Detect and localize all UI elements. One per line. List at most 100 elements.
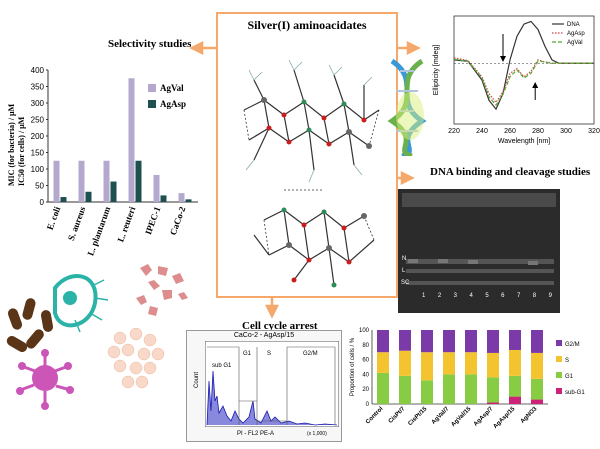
stack-segment-sub-G1: [531, 399, 543, 404]
stack-segment-G1: [421, 380, 433, 404]
histogram-xlabel: PI - FL2 PE-A: [237, 431, 275, 437]
y-tick-label: 200: [31, 132, 45, 141]
legend-label: AgVal: [567, 40, 583, 46]
x-tick-label: 300: [560, 128, 572, 135]
stack-segment-S: [443, 352, 455, 375]
legend-label: AgVal: [160, 83, 184, 93]
gel-label-l: L: [402, 268, 406, 274]
stack-segment-S: [531, 352, 543, 379]
stack-segment-S: [399, 350, 411, 376]
category-label: AgNO3: [520, 406, 539, 425]
stack-segment-G2/M: [377, 330, 389, 353]
category-label: AgVal/15: [450, 406, 472, 428]
stack-segment-sub-G1: [487, 402, 499, 404]
x-tick-label: 260: [504, 128, 516, 135]
y-tick-label: 300: [31, 99, 45, 108]
bar-AgVal: [78, 160, 85, 202]
stack-segment-G2/M: [531, 330, 543, 353]
y-axis-label: Ellipticity [mdeg]: [433, 45, 440, 96]
y-tick-label: 80: [362, 343, 369, 349]
bar-AgAsp: [185, 199, 192, 202]
category-label: AgVal/7: [431, 406, 451, 426]
category-label: S. aureus: [66, 205, 88, 242]
gel-label-sc: SC: [401, 280, 410, 286]
x-tick-label: 320: [588, 128, 600, 135]
gel-lane-label: 8: [532, 293, 537, 299]
flow-cytometry-panel: CaCo-2 - AgAsp/15 Count sub G1 G1 S G2/M…: [186, 330, 342, 442]
category-label: AgAsp/15: [493, 406, 517, 430]
bar-AgAsp: [60, 197, 67, 202]
dna-helix-icon: [387, 58, 427, 156]
stack-segment-G2/M: [487, 330, 499, 353]
gel-lane-label: 2: [437, 293, 442, 299]
bar-AgAsp: [160, 195, 167, 202]
histogram-title: CaCo-2 - AgAsp/15: [233, 332, 295, 339]
bar-AgVal: [153, 174, 160, 202]
stack-segment-S: [377, 352, 389, 373]
series-line-AgVal: [453, 58, 594, 107]
cellcycle-title: Cell cycle arrest: [242, 320, 318, 332]
category-label: Control: [365, 406, 385, 426]
gate-subg1: sub G1: [212, 363, 232, 369]
y-axis-label: Proportion of cells / %: [350, 337, 356, 396]
selectivity-title: Selectivity studies: [108, 38, 192, 50]
category-label: E. coli: [45, 205, 63, 231]
bar-AgVal: [103, 160, 110, 202]
bar-AgAsp: [135, 160, 142, 202]
dna-title: DNA binding and cleavage studies: [430, 166, 591, 178]
microbes-illustration: [6, 264, 188, 410]
legend-label: sub-G1: [565, 390, 585, 396]
legend-label: AgAsp: [160, 99, 186, 109]
stack-segment-G1: [399, 375, 411, 404]
gel-lane-label: 7: [516, 293, 521, 299]
stack-segment-G2/M: [465, 330, 477, 353]
category-label: CisPt/15: [407, 406, 428, 427]
stack-segment-G1: [377, 372, 389, 404]
category-label: L. reuteri: [115, 205, 137, 243]
arrow-down-head: [500, 56, 506, 62]
arrow-up-head: [532, 82, 539, 88]
y-axis-label-1: MIC (for bacteria) / μM: [7, 103, 16, 186]
legend-swatch: [556, 340, 562, 346]
y-tick-label: 0: [40, 198, 45, 207]
gel-label-n: N: [402, 256, 407, 262]
gel-lane-label: 9: [548, 293, 552, 299]
stack-segment-S: [487, 352, 499, 378]
y-tick-label: 350: [31, 83, 45, 92]
legend-swatch: [556, 388, 562, 394]
legend-swatch: [148, 100, 156, 108]
selectivity-bar-chart: 0 50 100 150 200 250 300 350 400 E. coli S. aureus…: [7, 66, 198, 256]
histogram-xscale: (x 1,000): [307, 431, 327, 437]
gel-electrophoresis-image: N L SC 1 2 3 4 5 6 7 8 9: [398, 189, 560, 313]
y-tick-label: 100: [359, 328, 370, 334]
gel-lane-label: 6: [501, 293, 505, 299]
gate-s: S: [267, 351, 272, 357]
gel-lane-numbers: 1 2 3 4 5 6 7 8 9: [422, 293, 552, 299]
y-tick-label: 20: [362, 387, 369, 393]
stack-segment-G2/M: [509, 330, 521, 350]
stack-segment-S: [465, 352, 477, 375]
stack-segment-G1: [443, 374, 455, 404]
bar-AgAsp: [85, 191, 92, 202]
y-axis-label-2: IC50 (for cells) / μM: [17, 116, 26, 186]
stack-segment-G2/M: [443, 330, 455, 353]
stack-segment-S: [421, 352, 433, 381]
legend-label: S: [565, 358, 569, 364]
structure-panel: Silver(I) aminoacidates: [216, 12, 398, 298]
category-label: CaCo-2: [168, 205, 188, 237]
legend-label: G2/M: [565, 342, 580, 348]
gel-lane-label: 3: [453, 293, 457, 299]
y-tick-label: 60: [362, 358, 369, 364]
legend-label: G1: [565, 374, 574, 380]
stack-segment-G2/M: [421, 330, 433, 353]
stack-segment-sub-G1: [509, 396, 521, 404]
plot-frame: [453, 15, 595, 125]
center-title: Silver(I) aminoacidates: [247, 18, 367, 32]
category-label: CisPt/7: [388, 406, 407, 425]
category-label: IPEC-1: [143, 205, 162, 236]
y-tick-label: 40: [362, 372, 369, 378]
y-tick-label: 150: [31, 149, 45, 158]
cd-spectrum-chart: 220 240 260 280 300 320 Wavelength [nm] Ellipti…: [433, 15, 600, 145]
